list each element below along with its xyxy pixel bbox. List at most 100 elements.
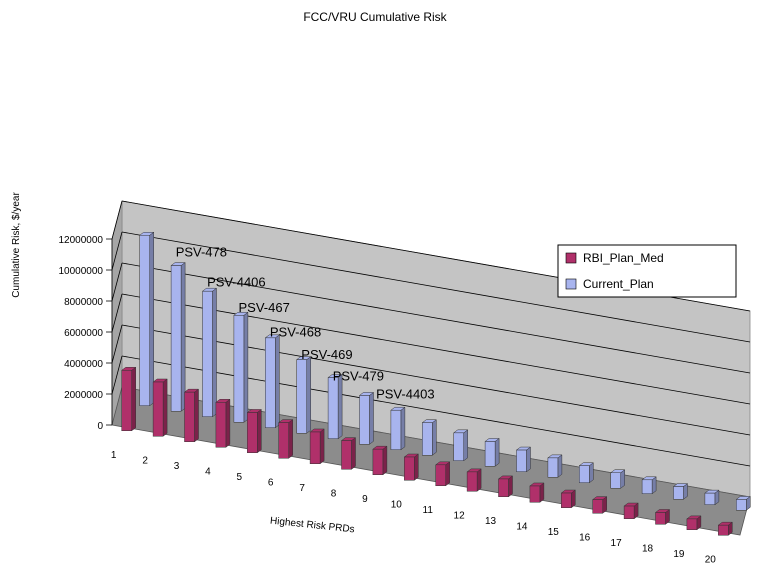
bar-current-plan xyxy=(421,419,438,456)
bar-current-plan-side xyxy=(369,391,374,445)
bar-rbi-plan-med-side xyxy=(288,419,293,459)
gridline xyxy=(121,324,751,436)
bar-rbi-plan-med xyxy=(654,508,671,525)
x-tick-label: 8 xyxy=(331,488,337,499)
bar-current-plan-side xyxy=(463,429,468,462)
bar-current-plan-front xyxy=(547,457,559,478)
bar-rbi-plan-med-front xyxy=(498,478,509,497)
bar-current-plan-front xyxy=(359,395,370,445)
bar-rbi-plan-med-front xyxy=(592,499,603,514)
bar-current-plan-side xyxy=(432,419,437,456)
bar-current-plan-side xyxy=(149,231,154,407)
bar-current-plan xyxy=(170,262,186,412)
bar-current-plan xyxy=(672,483,689,500)
bar-current-plan xyxy=(264,334,281,429)
bar-current-plan-front xyxy=(453,432,464,462)
bar-current-plan-front xyxy=(170,265,182,412)
bar-rbi-plan-med xyxy=(591,496,608,514)
x-tick-label: 4 xyxy=(205,466,211,477)
legend-swatch-rbi xyxy=(565,252,577,264)
annotation-label: PSV-4403 xyxy=(376,387,435,402)
bar-rbi-plan-med-side xyxy=(508,475,513,498)
y-axis-label: Cumulative Risk, $/year xyxy=(11,192,22,298)
legend-label-current: Current_Plan xyxy=(583,277,654,291)
bar-rbi-plan-med xyxy=(340,437,357,470)
x-tick-label: 3 xyxy=(174,461,180,472)
bar-current-plan xyxy=(327,374,343,440)
bar-rbi-plan-med-front xyxy=(561,492,572,508)
bar-rbi-plan-med xyxy=(372,445,388,476)
annotations: PSV-478 PSV-4406 PSV-467 PSV-468 PSV-469 PSV-… xyxy=(176,244,435,401)
bar-rbi-plan-med-side xyxy=(131,366,136,432)
bar-current-plan xyxy=(515,446,532,473)
bar-rbi-plan-med xyxy=(466,468,482,492)
bar-current-plan-front xyxy=(139,235,150,406)
bar-rbi-plan-med-front xyxy=(341,440,352,470)
bar-current-plan xyxy=(735,495,752,511)
x-axis-ticks: 1 2 3 4 5 6 7 8 9 10 11 12 13 14 15 16 17 18 19 20 xyxy=(111,450,716,566)
bar-rbi-plan-med xyxy=(183,388,200,443)
bar-rbi-plan-med-front xyxy=(655,512,666,525)
bar-rbi-plan-med-side xyxy=(225,398,231,448)
bar-rbi-plan-med-side xyxy=(414,453,419,481)
x-tick-label: 13 xyxy=(485,516,497,527)
bar-current-plan xyxy=(390,406,406,451)
gridline xyxy=(121,231,751,343)
bar-rbi-plan-med xyxy=(497,475,514,498)
y-tick-label: 6000000 xyxy=(64,328,103,339)
bar-rbi-plan-med xyxy=(277,419,294,459)
legend-box xyxy=(557,244,737,298)
bar-current-plan-side xyxy=(243,311,249,423)
bar-rbi-plan-med xyxy=(403,453,420,481)
bar-current-plan-front xyxy=(516,449,527,472)
bar-rbi-plan-med-side xyxy=(351,437,356,470)
gridline-side xyxy=(111,293,123,333)
x-axis-label: Highest Risk PRDs xyxy=(269,516,355,536)
bar-current-plan-side xyxy=(337,374,343,440)
bar-rbi-plan-med-front xyxy=(718,524,729,536)
x-tick-label: 10 xyxy=(391,499,403,510)
legend-label-rbi: RBI_Plan_Med xyxy=(583,251,664,265)
gridline-side xyxy=(111,355,123,395)
bar-current-plan-front xyxy=(296,359,307,434)
y-tick-label: 8000000 xyxy=(64,297,103,308)
gridline-side xyxy=(111,231,123,271)
bar-rbi-plan-med-front xyxy=(184,391,195,442)
bar-rbi-plan-med-side xyxy=(319,428,325,465)
bar-current-plan-front xyxy=(736,499,747,511)
annotation-label: PSV-468 xyxy=(270,324,321,339)
x-tick-label: 15 xyxy=(548,527,560,538)
x-tick-label: 9 xyxy=(362,494,368,505)
bar-current-plan xyxy=(452,429,469,462)
x-tick-label: 18 xyxy=(642,543,654,554)
bar-rbi-plan-med xyxy=(529,482,545,503)
bar-rbi-plan-med-front xyxy=(404,456,415,481)
bar-rbi-plan-med-front xyxy=(686,518,698,531)
y-tick-label: 10000000 xyxy=(59,266,104,277)
bar-rbi-plan-med-side xyxy=(539,482,545,503)
chart-title: FCC/VRU Cumulative Risk xyxy=(303,10,447,24)
gridline xyxy=(121,355,751,467)
y-axis-ticks: 0 2000000 4000000 6000000 8000000 10000000 120… xyxy=(59,235,113,432)
gridline xyxy=(121,293,751,405)
bar-rbi-plan-med xyxy=(309,428,325,465)
x-tick-label: 11 xyxy=(423,505,434,516)
bar-current-plan xyxy=(295,356,312,434)
bar-rbi-plan-med xyxy=(560,489,577,509)
x-tick-label: 12 xyxy=(454,510,466,521)
y-tick-label: 0 xyxy=(97,421,103,432)
bar-current-plan-side xyxy=(275,334,280,429)
bar-current-plan xyxy=(233,311,249,423)
bar-rbi-plan-med-front xyxy=(529,485,541,503)
bar-rbi-plan-med xyxy=(717,521,734,536)
bar-current-plan-front xyxy=(265,337,276,429)
bar-current-plan xyxy=(138,231,155,407)
x-tick-label: 17 xyxy=(611,538,623,549)
annotation-label: PSV-479 xyxy=(333,369,384,384)
bar-rbi-plan-med-front xyxy=(623,505,635,520)
bar-current-plan-side xyxy=(212,287,217,418)
bar-current-plan-front xyxy=(422,422,433,456)
y-tick-label: 4000000 xyxy=(64,359,103,370)
gridline-side xyxy=(111,324,123,364)
